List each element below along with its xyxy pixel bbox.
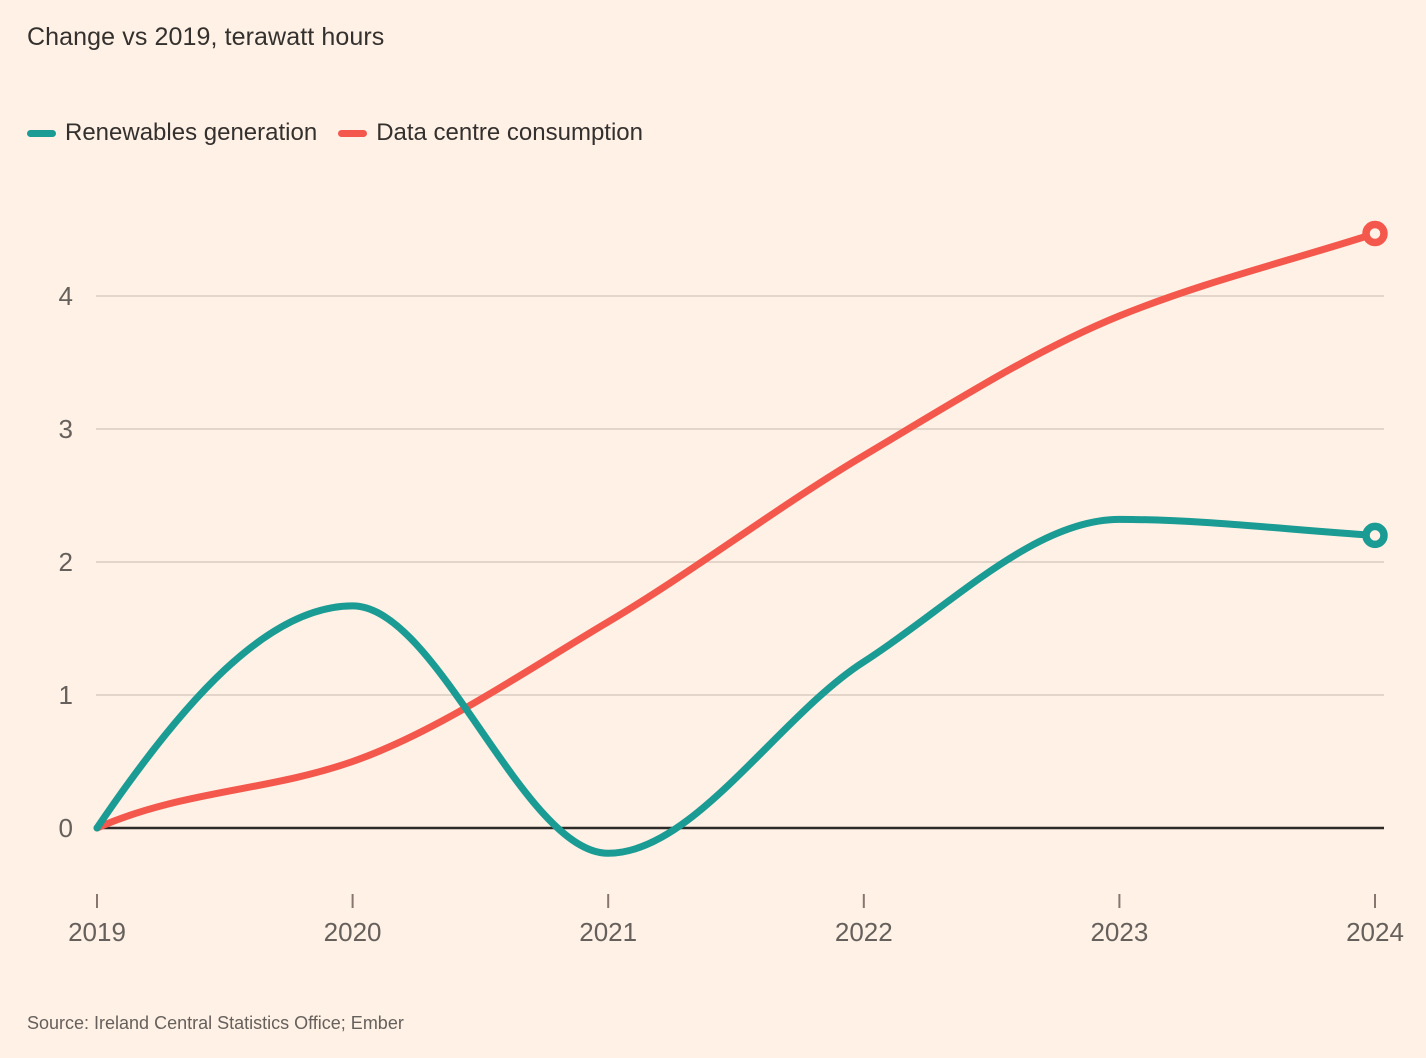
y-tick-label: 1 [59,680,73,710]
x-tick-label: 2020 [324,917,382,947]
y-tick-label: 3 [59,414,73,444]
y-tick-label: 0 [59,813,73,843]
x-tick-label: 2023 [1090,917,1148,947]
chart-title: Change vs 2019, terawatt hours [27,23,385,51]
end-markers [1362,220,1388,549]
x-axis-ticks [96,894,1376,908]
x-tick-label: 2019 [68,917,126,947]
series-line-renewables-generation [93,515,1379,857]
gridlines [96,295,1384,830]
legend-item-datacentre: Data centre consumption [338,119,643,147]
legend-swatch-datacentre-icon [338,129,368,137]
source-note: Source: Ireland Central Statistics Offic… [27,1013,404,1033]
series-lines [93,230,1379,857]
x-tick-label: 2022 [835,917,893,947]
legend-label-renewables: Renewables generation [65,119,318,146]
legend-swatch-renewables-icon [27,129,56,137]
legend: Renewables generation Data centre consum… [27,119,643,147]
legend-label-datacentre: Data centre consumption [376,119,643,146]
y-tick-label: 4 [59,281,73,311]
axis-labels: 0 1 2 3 4 2019 2020 2021 2022 2023 2024 [59,281,1404,947]
end-marker-data-centre-consumption [1362,220,1388,247]
series-line-data-centre-consumption [93,230,1379,832]
x-tick-label: 2024 [1346,917,1404,947]
legend-item-renewables: Renewables generation [27,119,317,147]
x-tick-label: 2021 [579,917,637,947]
y-tick-label: 2 [59,547,73,577]
end-marker-renewables-generation [1362,522,1388,549]
